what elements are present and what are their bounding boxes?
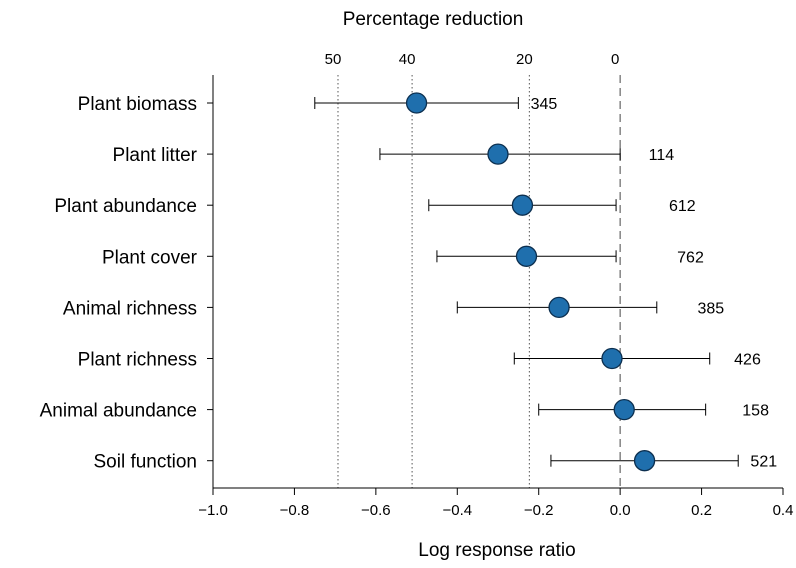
estimate-point [601, 347, 623, 370]
top-axis-ticks: 50 40 20 0 [325, 51, 620, 68]
sample-size-label: 385 [698, 300, 725, 317]
x-axis-ticks: −1.0 −0.8 −0.6 −0.4 −0.2 0.0 0.2 0.4 [198, 488, 793, 519]
top-axis-title: Percentage reduction [343, 9, 524, 30]
category-label: Plant richness [78, 350, 197, 371]
category-label: Plant biomass [78, 94, 197, 115]
category-label: Plant abundance [54, 196, 197, 217]
category-label: Soil function [93, 452, 197, 473]
category-label: Plant litter [113, 145, 198, 166]
estimate-point [633, 450, 656, 472]
category-label: Plant cover [102, 247, 198, 268]
top-tick-label: 20 [516, 51, 533, 68]
row-plant-abundance: Plant abundance 612 [54, 194, 696, 217]
row-animal-richness: Animal richness 385 [63, 296, 725, 319]
sample-size-label: 612 [669, 198, 696, 215]
x-tick-label: −0.2 [524, 502, 554, 519]
sample-size-label: 158 [742, 403, 769, 420]
x-axis-title: Log response ratio [418, 540, 575, 561]
sample-size-label: 762 [677, 249, 704, 266]
top-tick-label: 50 [325, 51, 342, 68]
row-plant-biomass: Plant biomass 345 [78, 92, 558, 115]
estimate-point [515, 245, 538, 267]
reference-lines [337, 75, 621, 488]
data-rows: Plant biomass 345 Plant litter 114 Plant abu… [40, 92, 777, 473]
category-label: Animal abundance [40, 401, 197, 422]
top-tick-label: 0 [611, 51, 619, 68]
x-tick-label: 0.4 [773, 502, 794, 519]
x-tick-label: −0.6 [361, 502, 391, 519]
row-plant-richness: Plant richness 426 [78, 347, 761, 371]
x-tick-label: −1.0 [198, 502, 228, 519]
estimate-point [487, 143, 509, 165]
x-tick-label: −0.8 [280, 502, 310, 519]
estimate-point [613, 398, 635, 421]
sample-size-label: 345 [531, 96, 558, 113]
x-tick-label: −0.4 [442, 502, 472, 519]
estimate-point [405, 92, 428, 114]
sample-size-label: 114 [649, 147, 675, 164]
estimate-point [548, 296, 570, 319]
top-tick-label: 40 [399, 51, 416, 68]
sample-size-label: 426 [734, 352, 761, 369]
row-plant-litter: Plant litter 114 [113, 143, 675, 166]
row-animal-abundance: Animal abundance 158 [40, 398, 769, 422]
x-tick-label: 0.0 [610, 502, 631, 519]
axes [212, 75, 783, 489]
category-label: Animal richness [63, 298, 197, 319]
sample-size-label: 521 [750, 454, 777, 471]
estimate-point [511, 194, 534, 216]
row-plant-cover: Plant cover 762 [102, 245, 704, 268]
x-tick-label: 0.2 [691, 502, 712, 519]
row-soil-function: Soil function 521 [93, 450, 777, 473]
